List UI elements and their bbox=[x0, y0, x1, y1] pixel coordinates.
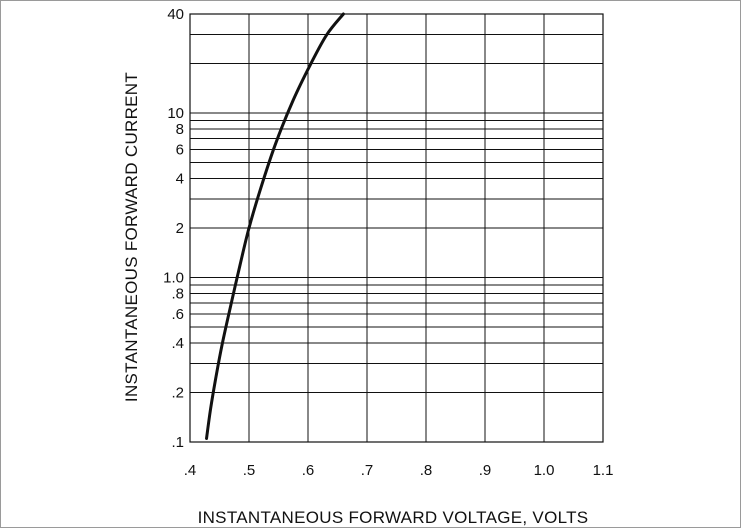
y-tick-label: 1.0 bbox=[163, 270, 184, 287]
x-tick-label: .5 bbox=[243, 462, 256, 479]
x-tick-label: .6 bbox=[302, 462, 315, 479]
y-axis-title: INSTANTANEOUS FORWARD CURRENT bbox=[122, 72, 141, 402]
x-tick-label: .8 bbox=[420, 462, 433, 479]
y-tick-label: 40 bbox=[167, 6, 184, 23]
x-tick-label: .9 bbox=[479, 462, 492, 479]
y-tick-labels: .1 .2 .4 .6 .81.0 2 4 6 810 40 bbox=[163, 6, 184, 451]
y-tick-label: .4 bbox=[171, 335, 184, 352]
y-tick-label: .6 bbox=[171, 306, 184, 323]
x-tick-label: 1.1 bbox=[593, 462, 614, 479]
y-tick-label: .8 bbox=[171, 285, 184, 302]
forward-current-curve bbox=[205, 12, 345, 441]
y-tick-label: .1 bbox=[171, 434, 184, 451]
series-group bbox=[205, 12, 345, 441]
y-tick-label: 8 bbox=[176, 121, 184, 138]
x-tick-label: 1.0 bbox=[534, 462, 555, 479]
y-tick-label: 4 bbox=[176, 170, 184, 187]
x-tick-label: .4 bbox=[184, 462, 197, 479]
y-tick-label: .2 bbox=[171, 384, 184, 401]
x-tick-label: .7 bbox=[361, 462, 374, 479]
y-tick-label: 2 bbox=[176, 220, 184, 237]
grid bbox=[189, 13, 604, 443]
x-tick-labels: .4 .5 .6 .7 .8 .9 1.0 1.1 bbox=[184, 462, 614, 479]
y-tick-label: 6 bbox=[176, 142, 184, 159]
y-tick-label: 10 bbox=[167, 105, 184, 122]
x-axis-title: INSTANTANEOUS FORWARD VOLTAGE, VOLTS bbox=[198, 508, 589, 527]
